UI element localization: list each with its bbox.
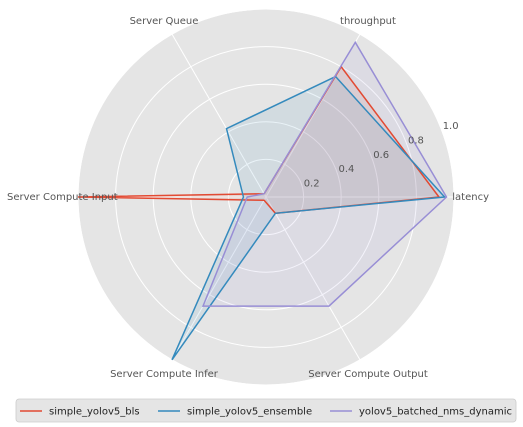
series-fill-3 bbox=[203, 42, 447, 307]
spoke-line-5 bbox=[171, 196, 267, 361]
r-tick-label-2: 0.4 bbox=[339, 164, 355, 175]
legend-frame bbox=[15, 398, 517, 423]
axis-label-1: latency bbox=[452, 192, 489, 203]
legend-label-2: simple_yolov5_ensemble bbox=[187, 407, 312, 418]
spoke-line-6 bbox=[265, 196, 361, 361]
r-tick-label-4: 0.8 bbox=[408, 135, 424, 146]
axis-label-2: throughput bbox=[340, 16, 396, 27]
series-fills bbox=[78, 42, 447, 360]
axis-label-3: Server Queue bbox=[130, 16, 199, 27]
series-line-3 bbox=[201, 40, 448, 307]
legend-label-3: yolov5_batched_nms_dynamic bbox=[359, 407, 512, 418]
axis-label-4: Server Compute Input bbox=[7, 192, 118, 203]
axis-label-5: Server Compute Infer bbox=[110, 369, 219, 380]
axis-label-6: Server Compute Output bbox=[308, 369, 428, 380]
axis-labels: latency throughput Server Queue Server Comp… bbox=[7, 16, 489, 380]
r-tick-label-3: 0.6 bbox=[373, 150, 389, 161]
series-fill-1 bbox=[78, 66, 439, 214]
legend: simple_yolov5_bls simple_yolov5_ensemble y… bbox=[15, 398, 517, 423]
series-fill-2 bbox=[172, 76, 445, 360]
r-tick-label-5: 1.0 bbox=[443, 121, 459, 132]
radial-tick-labels: 0.2 0.4 0.6 0.8 1.0 bbox=[304, 121, 459, 190]
spoke-line-3 bbox=[171, 33, 267, 198]
r-tick-label-1: 0.2 bbox=[304, 179, 320, 190]
legend-items: simple_yolov5_bls simple_yolov5_ensemble y… bbox=[20, 407, 512, 418]
series-lines bbox=[77, 40, 448, 361]
legend-label-1: simple_yolov5_bls bbox=[49, 407, 140, 418]
